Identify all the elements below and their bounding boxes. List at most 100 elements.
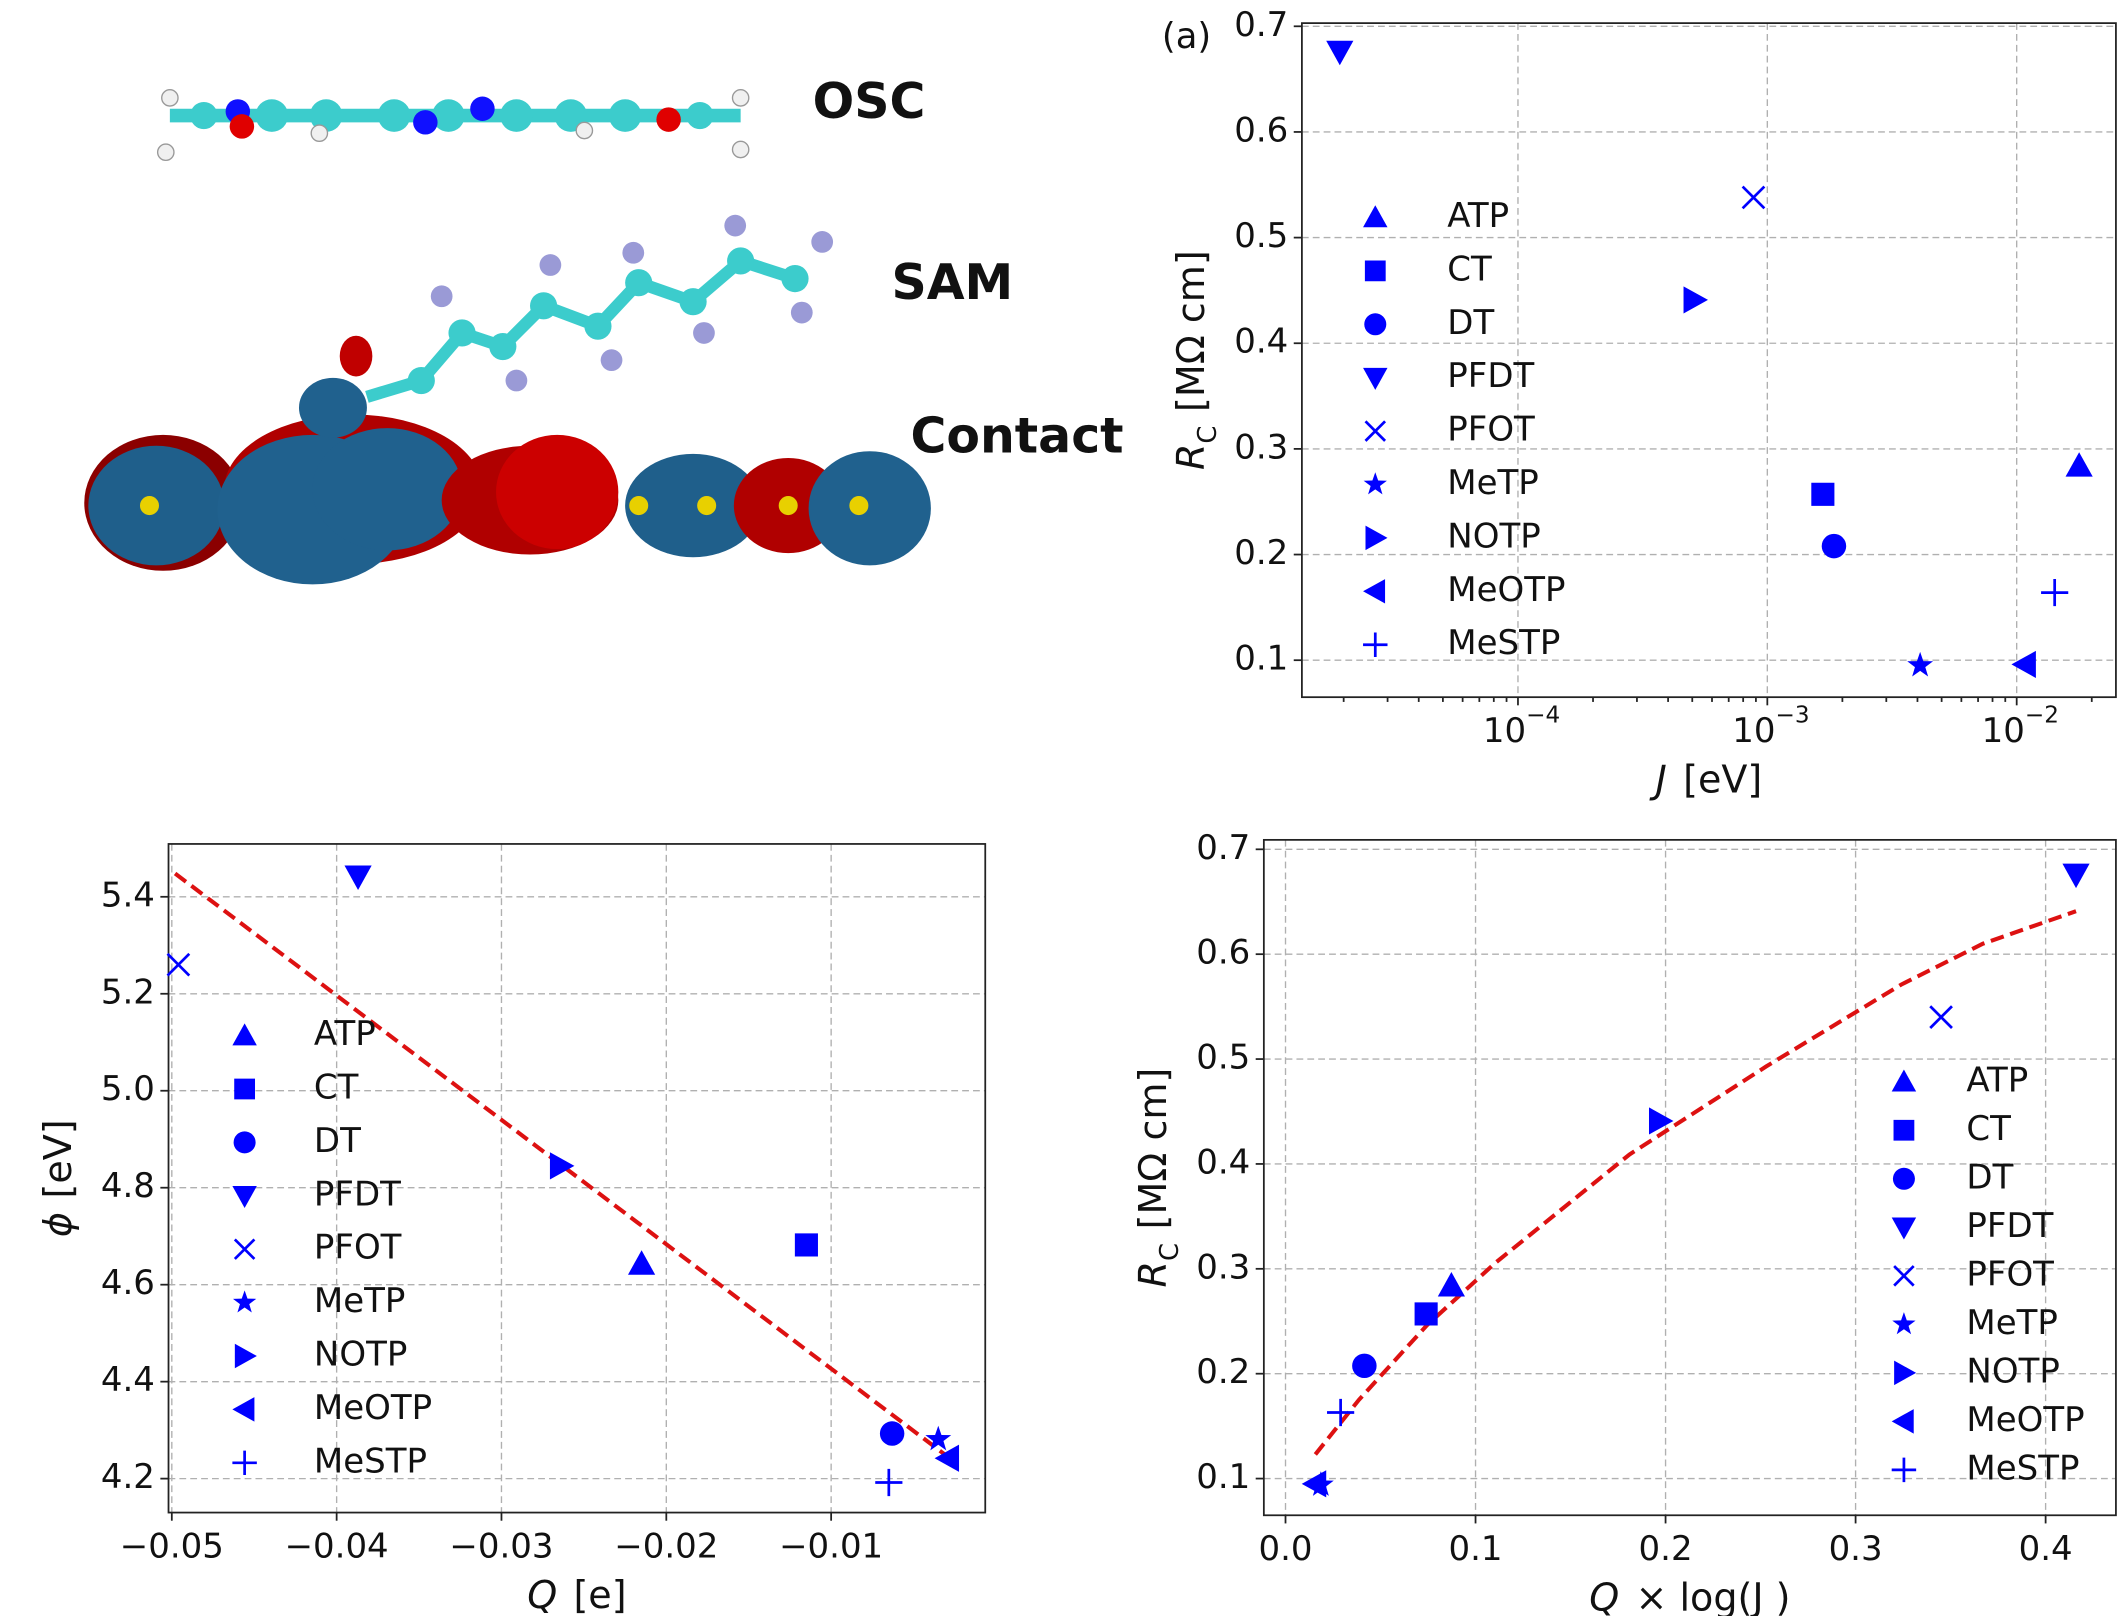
y-tick-label: 5.2 <box>101 972 155 1012</box>
y-label-subscript: C <box>1193 426 1223 444</box>
legend-marker <box>1892 1312 1916 1335</box>
legend-marker <box>1364 313 1387 336</box>
legend-label: CT <box>314 1067 359 1107</box>
data-point <box>1437 1272 1465 1297</box>
x-label-unit: [e] <box>573 1572 626 1616</box>
sam-label: SAM <box>891 254 1013 311</box>
fit-line <box>1313 909 2077 1456</box>
x-tick-exponent: −2 <box>2025 703 2059 729</box>
y-tick-label: 0.1 <box>1196 1457 1250 1497</box>
y-tick-label: 4.2 <box>101 1457 155 1497</box>
legend-label: MeSTP <box>1447 623 1560 663</box>
y-label-symbol: R <box>1169 444 1213 470</box>
molecule-illustration: OSC SAM Contact <box>84 73 1124 585</box>
legend-marker <box>233 1131 256 1154</box>
data-point <box>1301 1470 1327 1498</box>
legend-marker <box>1891 1217 1917 1240</box>
legend-label: PFDT <box>1966 1206 2053 1246</box>
legend-label: DT <box>1966 1157 2013 1197</box>
panel-annotation: (a) <box>1162 16 1211 57</box>
y-label-subscript: C <box>1155 1243 1185 1261</box>
legend-marker <box>232 1450 257 1476</box>
legend-label: NOTP <box>1447 516 1540 556</box>
data-point <box>1326 40 1354 66</box>
x-tick-label: 0.2 <box>1639 1529 1693 1569</box>
data-point <box>934 1444 960 1472</box>
legend-marker <box>1363 579 1386 604</box>
y-tick-label: 0.1 <box>1234 639 1288 679</box>
legend-label: ATP <box>1966 1060 2028 1100</box>
data-point <box>879 1421 905 1446</box>
x-tick-label: 10 <box>1483 711 1526 751</box>
legend-label: PFDT <box>314 1174 401 1214</box>
data-point <box>166 952 191 977</box>
x-label-symbol: Q <box>1589 1575 1619 1616</box>
legend-marker <box>1893 1265 1915 1287</box>
y-label-unit: [eV] <box>35 1119 79 1198</box>
y-label-unit: [MΩ cm] <box>1131 1068 1175 1230</box>
data-point <box>2011 650 2036 679</box>
legend-label: DT <box>314 1121 361 1161</box>
y-tick-label: 5.4 <box>101 875 155 915</box>
data-point <box>875 1468 903 1497</box>
plot-frame <box>167 843 987 1514</box>
x-tick-label: 0.3 <box>1829 1529 1883 1569</box>
y-tick-label: 0.6 <box>1196 933 1250 973</box>
data-point <box>1327 1398 1355 1427</box>
data-point <box>627 1250 656 1275</box>
legend-label: MeOTP <box>1966 1400 2084 1440</box>
y-tick-label: 0.3 <box>1234 427 1288 467</box>
y-label-unit: [MΩ cm] <box>1169 250 1213 412</box>
legend-marker <box>1891 1409 1914 1434</box>
legend-marker <box>232 1023 257 1046</box>
x-axis-label: Q [e] <box>527 1572 626 1616</box>
legend-label: MeTP <box>1966 1303 2057 1343</box>
osc-label: OSC <box>813 73 926 130</box>
x-tick-label: −0.03 <box>449 1526 553 1566</box>
data-point <box>794 1233 818 1257</box>
legend-label: DT <box>1447 303 1494 343</box>
y-tick-label: 0.3 <box>1196 1247 1250 1287</box>
x-tick-label: 10 <box>1982 711 2025 751</box>
data-point <box>2062 863 2090 889</box>
y-tick-label: 0.2 <box>1234 533 1288 573</box>
data-point <box>1741 185 1766 210</box>
y-tick-label: 0.6 <box>1234 110 1288 150</box>
legend-label: NOTP <box>314 1335 407 1375</box>
legend-label: ATP <box>1447 196 1509 236</box>
legend-label: MeTP <box>314 1281 405 1321</box>
y-axis-label: RC [MΩ cm] <box>1131 1068 1185 1288</box>
legend-label: MeSTP <box>1966 1448 2079 1488</box>
data-point <box>1683 286 1708 314</box>
legend-marker <box>1365 525 1388 551</box>
x-tick-label: 0.1 <box>1449 1529 1503 1569</box>
y-label-symbol: ϕ <box>35 1212 79 1237</box>
x-label-symbol: J <box>1649 757 1667 801</box>
legend-marker <box>1893 1119 1915 1141</box>
y-tick-label: 0.4 <box>1234 322 1288 362</box>
x-label-symbol: Q <box>527 1572 557 1616</box>
legend-marker <box>232 1397 255 1422</box>
x-tick-label: −0.05 <box>120 1526 224 1566</box>
legend-label: ATP <box>314 1014 376 1054</box>
legend-marker <box>234 1078 256 1100</box>
y-tick-label: 4.8 <box>101 1166 155 1206</box>
legend-marker <box>1891 1457 1917 1483</box>
data-point <box>925 1425 952 1451</box>
legend-marker <box>1894 1360 1917 1386</box>
data-point <box>2041 578 2069 607</box>
legend-marker <box>1363 472 1387 495</box>
x-tick-label: −0.04 <box>285 1526 389 1566</box>
legend-marker <box>1891 1069 1917 1092</box>
x-tick-label: −0.01 <box>779 1526 883 1566</box>
legend-label: MeTP <box>1447 463 1538 503</box>
legend-marker <box>1364 260 1386 282</box>
x-tick-label: 10 <box>1732 711 1775 751</box>
legend-marker <box>233 1238 256 1260</box>
y-tick-label: 0.4 <box>1196 1142 1250 1182</box>
legend-label: MeSTP <box>314 1441 427 1481</box>
x-tick-label: 0.4 <box>2019 1529 2073 1569</box>
y-tick-label: 0.2 <box>1196 1352 1250 1392</box>
x-axis-label: Q × log(J ) <box>1589 1575 1790 1616</box>
y-tick-label: 5.0 <box>101 1069 155 1109</box>
